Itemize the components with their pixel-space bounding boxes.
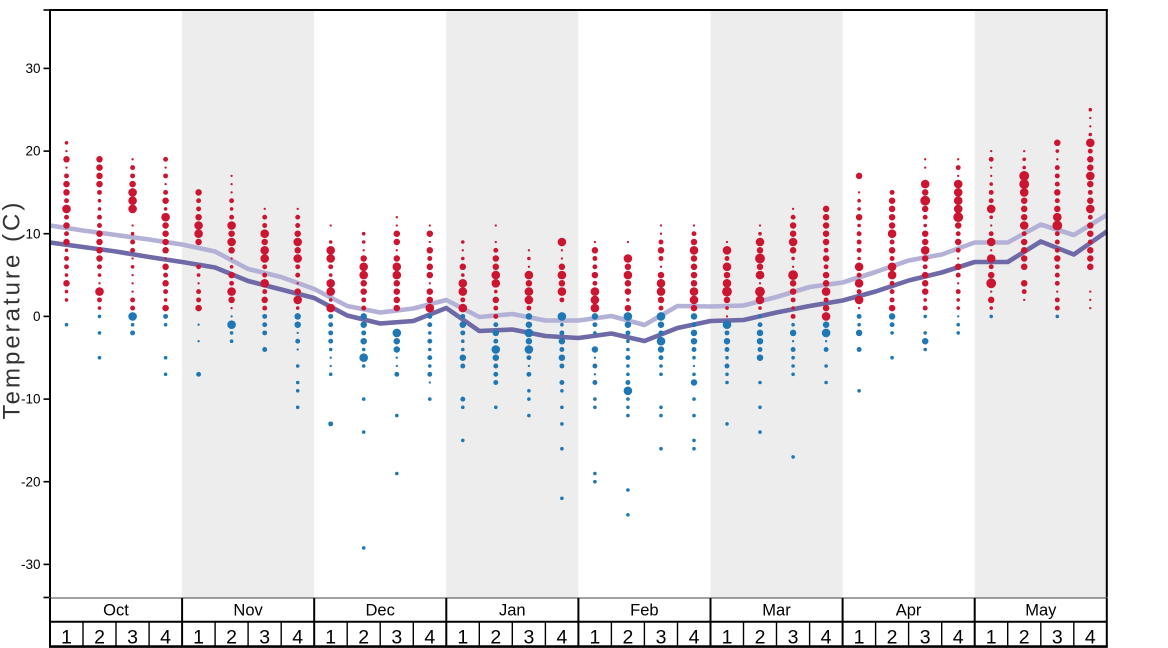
- svg-text:3: 3: [920, 626, 931, 648]
- svg-text:May: May: [1025, 602, 1057, 620]
- svg-text:10: 10: [25, 226, 40, 241]
- svg-text:4: 4: [292, 626, 303, 648]
- svg-text:Dec: Dec: [366, 602, 395, 620]
- svg-text:1: 1: [854, 626, 865, 648]
- svg-text:-10: -10: [21, 392, 41, 407]
- svg-text:4: 4: [821, 626, 832, 648]
- svg-text:20: 20: [25, 144, 40, 159]
- svg-text:Feb: Feb: [630, 602, 658, 620]
- svg-text:2: 2: [226, 626, 237, 648]
- svg-text:1: 1: [722, 626, 733, 648]
- svg-text:4: 4: [689, 626, 700, 648]
- svg-text:30: 30: [25, 61, 40, 76]
- svg-text:2: 2: [1019, 626, 1030, 648]
- svg-text:0: 0: [33, 309, 41, 324]
- svg-text:3: 3: [259, 626, 270, 648]
- svg-text:3: 3: [1052, 626, 1063, 648]
- svg-text:Mar: Mar: [762, 602, 791, 620]
- svg-text:1: 1: [589, 626, 600, 648]
- svg-text:3: 3: [391, 626, 402, 648]
- svg-text:4: 4: [953, 626, 964, 648]
- svg-text:4: 4: [1085, 626, 1096, 648]
- svg-text:3: 3: [656, 626, 667, 648]
- svg-text:2: 2: [490, 626, 501, 648]
- svg-text:1: 1: [61, 626, 72, 648]
- svg-text:4: 4: [424, 626, 435, 648]
- svg-text:3: 3: [788, 626, 799, 648]
- svg-text:-30: -30: [21, 557, 41, 572]
- svg-text:3: 3: [127, 626, 138, 648]
- svg-text:2: 2: [94, 626, 105, 648]
- svg-text:1: 1: [986, 626, 997, 648]
- svg-text:1: 1: [457, 626, 468, 648]
- svg-text:Apr: Apr: [896, 602, 922, 620]
- svg-text:Jan: Jan: [499, 602, 526, 620]
- svg-text:3: 3: [523, 626, 534, 648]
- svg-text:1: 1: [193, 626, 204, 648]
- svg-text:4: 4: [160, 626, 171, 648]
- svg-text:2: 2: [358, 626, 369, 648]
- svg-text:2: 2: [755, 626, 766, 648]
- svg-text:-20: -20: [21, 474, 41, 489]
- svg-text:2: 2: [887, 626, 898, 648]
- svg-text:Temperature (C): Temperature (C): [0, 200, 26, 420]
- svg-text:Oct: Oct: [103, 602, 129, 620]
- svg-text:2: 2: [622, 626, 633, 648]
- svg-text:4: 4: [556, 626, 567, 648]
- svg-text:1: 1: [325, 626, 336, 648]
- svg-text:Nov: Nov: [233, 602, 263, 620]
